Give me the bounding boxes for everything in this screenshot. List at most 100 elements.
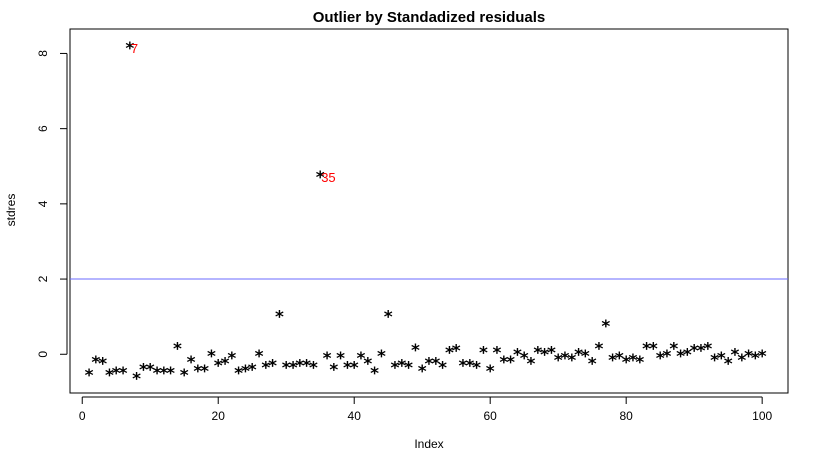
data-point: * — [445, 343, 454, 363]
x-tick-label: 100 — [752, 409, 772, 423]
data-point: * — [153, 364, 162, 384]
data-point: * — [316, 168, 325, 188]
data-point: * — [397, 357, 406, 377]
data-point: * — [112, 364, 121, 384]
data-point: * — [227, 349, 236, 369]
y-axis: 0 2 4 6 8 — [36, 50, 68, 358]
data-point: * — [540, 345, 549, 365]
data-point: * — [384, 308, 393, 328]
data-point: * — [629, 351, 638, 371]
x-tick-label: 60 — [484, 409, 498, 423]
data-point: * — [622, 353, 631, 373]
data-point: * — [180, 366, 189, 386]
data-point: * — [499, 353, 508, 373]
data-point: * — [452, 342, 461, 362]
data-point: * — [656, 349, 665, 369]
data-points: ****************************************… — [85, 39, 767, 390]
data-point: * — [697, 342, 706, 362]
y-tick-label: 6 — [36, 125, 50, 132]
data-point: * — [370, 364, 379, 384]
data-point: * — [125, 39, 134, 59]
data-point: * — [187, 353, 196, 373]
data-point: * — [669, 340, 678, 360]
data-point: * — [363, 355, 372, 375]
data-point: * — [744, 347, 753, 367]
data-point: * — [146, 360, 155, 380]
data-point: * — [268, 357, 277, 377]
data-point: * — [91, 353, 100, 373]
data-point: * — [520, 349, 529, 369]
data-point: * — [724, 355, 733, 375]
data-point: * — [282, 358, 291, 378]
data-point: * — [193, 362, 202, 382]
data-point: * — [683, 345, 692, 365]
data-point: * — [159, 364, 168, 384]
data-point: * — [690, 342, 699, 362]
data-point: * — [391, 358, 400, 378]
data-point: * — [581, 347, 590, 367]
data-point: * — [493, 343, 502, 363]
data-point: * — [302, 357, 311, 377]
data-point: * — [418, 362, 427, 382]
x-tick-label: 20 — [212, 409, 226, 423]
data-point: * — [377, 347, 386, 367]
data-point: * — [561, 349, 570, 369]
data-point: * — [309, 358, 318, 378]
data-point: * — [255, 347, 264, 367]
data-point: * — [275, 308, 284, 328]
data-point: * — [329, 360, 338, 380]
data-point: * — [207, 347, 216, 367]
data-point: * — [567, 351, 576, 371]
x-axis: 0 20 40 60 80 100 — [79, 396, 772, 423]
x-tick-label: 80 — [619, 409, 633, 423]
data-point: * — [703, 340, 712, 360]
data-point: * — [608, 351, 617, 371]
chart-title: Outlier by Standadized residuals — [313, 9, 546, 26]
data-point: * — [588, 355, 597, 375]
data-point: * — [323, 349, 332, 369]
y-tick-label: 2 — [36, 275, 50, 282]
data-point: * — [248, 360, 257, 380]
data-point: * — [214, 357, 223, 377]
data-point: * — [615, 349, 624, 369]
x-tick-label: 40 — [348, 409, 362, 423]
data-point: * — [642, 340, 651, 360]
data-point: * — [513, 345, 522, 365]
data-point: * — [472, 358, 481, 378]
outlier-label: 35 — [321, 170, 335, 185]
data-point: * — [295, 357, 304, 377]
data-point: * — [404, 358, 413, 378]
data-point: * — [350, 358, 359, 378]
data-point: * — [479, 343, 488, 363]
data-point: * — [574, 345, 583, 365]
outlier-label: 7 — [131, 41, 138, 56]
data-point: * — [601, 317, 610, 337]
data-point: * — [459, 357, 468, 377]
data-point: * — [751, 349, 760, 369]
data-point: * — [85, 366, 94, 386]
data-point: * — [336, 349, 345, 369]
data-point: * — [200, 362, 209, 382]
data-point: * — [289, 358, 298, 378]
data-point: * — [431, 355, 440, 375]
data-point: * — [173, 340, 182, 360]
data-point: * — [132, 370, 141, 390]
y-tick-label: 4 — [36, 200, 50, 207]
data-point: * — [595, 340, 604, 360]
data-point: * — [465, 357, 474, 377]
data-point: * — [425, 355, 434, 375]
data-point: * — [506, 353, 515, 373]
data-point: * — [241, 362, 250, 382]
data-point: * — [221, 355, 230, 375]
data-point: * — [635, 353, 644, 373]
data-point: * — [649, 340, 658, 360]
data-point: * — [411, 341, 420, 361]
data-point: * — [139, 360, 148, 380]
x-tick-label: 0 — [79, 409, 86, 423]
data-point: * — [758, 347, 767, 367]
outlier-labels: 7 35 — [131, 41, 336, 185]
data-point: * — [357, 349, 366, 369]
data-point: * — [98, 355, 107, 375]
data-point: * — [438, 358, 447, 378]
